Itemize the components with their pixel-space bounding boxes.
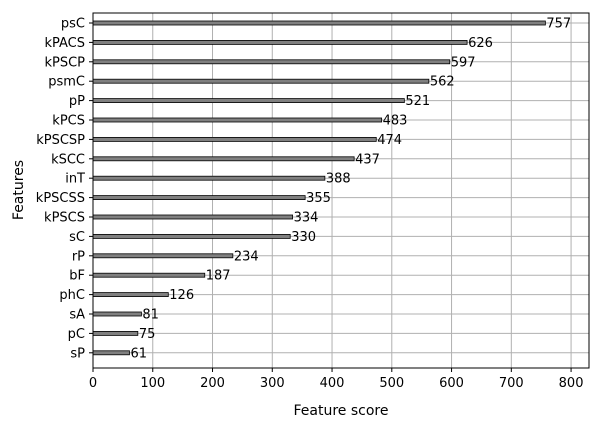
y-tick-label-kPSCP: kPSCP — [44, 55, 85, 70]
data-label-phC: 126 — [169, 288, 194, 303]
x-axis-label: Feature score — [294, 403, 389, 419]
data-label-kPSCP: 597 — [451, 55, 476, 70]
bar-rP — [92, 253, 234, 259]
y-tick-label-sP: sP — [70, 346, 85, 361]
y-tick-label-kPACS: kPACS — [44, 36, 85, 51]
data-label-sA: 81 — [142, 308, 159, 323]
bar-phC — [92, 292, 169, 298]
y-tick-label-kSCC: kSCC — [51, 152, 85, 167]
bar-kPSCSP — [92, 136, 377, 142]
x-tick-label-100: 100 — [140, 376, 165, 391]
bar-sP — [92, 350, 130, 356]
bar-kPACS — [92, 40, 468, 45]
data-label-psC: 757 — [546, 17, 571, 32]
bar-pP — [92, 98, 405, 103]
y-tick-label-kPSCSP: kPSCSP — [36, 133, 85, 148]
data-label-psmC: 562 — [430, 75, 455, 90]
bar-kSCC — [92, 156, 355, 162]
y-tick-label-pC: pC — [68, 327, 85, 342]
data-label-sP: 61 — [130, 346, 147, 361]
x-tick-label-800: 800 — [559, 376, 584, 391]
data-labels: 7576265975625214834744373883553343302341… — [130, 17, 571, 362]
bar-kPSCSS — [92, 195, 306, 201]
x-ticks: 0 100 200 300 400 500 600 700 800 — [89, 368, 584, 391]
x-tick-label-500: 500 — [379, 376, 404, 391]
y-tick-label-bF: bF — [69, 269, 85, 284]
y-tick-label-phC: phC — [59, 288, 85, 303]
bar-sC — [92, 233, 291, 239]
data-label-rP: 234 — [234, 249, 259, 264]
data-label-sC: 330 — [291, 230, 316, 245]
bar-psC — [92, 20, 546, 26]
bar-kPSCS — [92, 214, 293, 220]
y-tick-label-sA: sA — [69, 308, 85, 323]
x-tick-label-400: 400 — [320, 376, 345, 391]
bar-psmC — [92, 78, 430, 84]
y-tick-label-kPSCS: kPSCS — [44, 211, 85, 226]
y-tick-labels: psC kPACS kPSCP psmC pP kPCS kPSCSP kSCC inT kPSC… — [36, 17, 93, 361]
y-tick-label-inT: inT — [65, 172, 85, 187]
y-tick-label-rP: rP — [72, 249, 85, 264]
data-label-kPSCSS: 355 — [306, 191, 331, 206]
y-tick-label-psC: psC — [61, 17, 85, 32]
x-tick-label-300: 300 — [260, 376, 285, 391]
bar-pC — [92, 330, 139, 336]
data-label-pP: 521 — [405, 94, 430, 109]
data-label-kPSCSP: 474 — [377, 133, 402, 148]
bar-bF — [92, 272, 206, 278]
bar-inT — [92, 175, 326, 181]
data-label-kPSCS: 334 — [294, 211, 319, 226]
data-label-kPACS: 626 — [468, 36, 493, 51]
bar-kPSCP — [92, 59, 451, 65]
data-label-inT: 388 — [326, 172, 351, 187]
data-label-pC: 75 — [139, 327, 156, 342]
y-tick-label-psmC: psmC — [48, 75, 85, 90]
y-tick-label-pP: pP — [69, 94, 85, 109]
y-tick-label-kPCS: kPCS — [52, 114, 85, 129]
data-label-kSCC: 437 — [355, 152, 380, 167]
data-label-bF: 187 — [206, 269, 231, 284]
x-tick-label-200: 200 — [200, 376, 225, 391]
y-tick-label-sC: sC — [69, 230, 85, 245]
bar-kPCS — [92, 117, 383, 123]
x-tick-label-700: 700 — [499, 376, 524, 391]
data-label-kPCS: 483 — [383, 114, 408, 129]
x-tick-label-0: 0 — [89, 376, 97, 391]
bar-sA — [92, 311, 142, 317]
plot-frame — [92, 12, 590, 369]
x-tick-label-600: 600 — [439, 376, 464, 391]
y-tick-label-kPSCSS: kPSCSS — [36, 191, 85, 206]
y-axis-label: Features — [11, 160, 27, 220]
